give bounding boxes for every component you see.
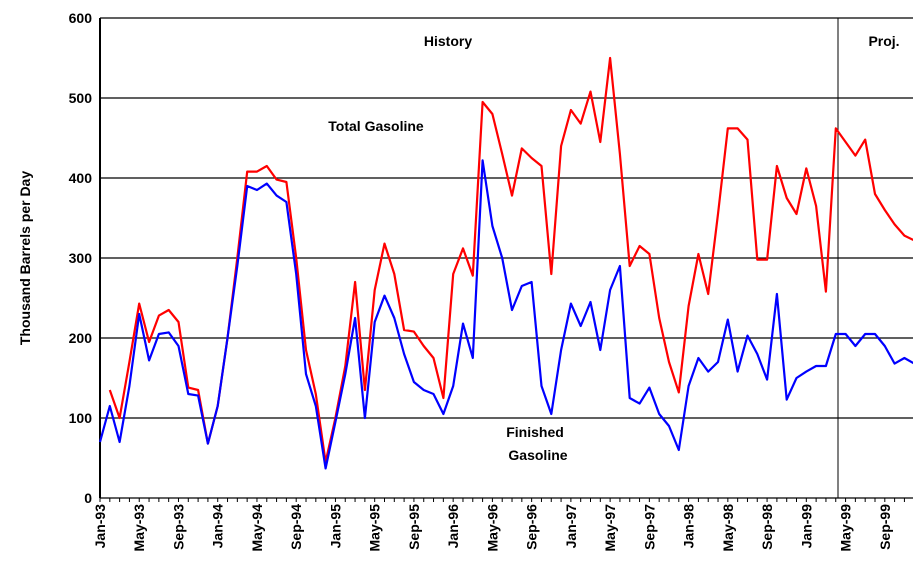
x-tick-label: Jan-99 (798, 504, 814, 549)
x-tick-label: May-98 (720, 504, 736, 552)
series-line (108, 56, 913, 464)
annotation: Proj. (868, 33, 899, 49)
x-tick-label: Sep-95 (406, 504, 422, 550)
annotation: Total Gasoline (328, 118, 424, 134)
x-tick-label: May-97 (602, 504, 618, 552)
x-tick-label: Sep-99 (877, 504, 893, 550)
y-tick-label: 400 (69, 170, 93, 186)
series-line (98, 159, 913, 470)
x-tick-label: Jan-96 (445, 504, 461, 549)
annotation: History (424, 33, 472, 49)
x-tick-label: Sep-93 (170, 504, 186, 550)
x-tick-label: Jan-94 (210, 504, 226, 549)
annotation: Finished (506, 424, 564, 440)
x-tick-label: May-95 (367, 504, 383, 552)
annotation: Gasoline (508, 447, 567, 463)
x-tick-label: May-93 (131, 504, 147, 552)
x-tick-label: Sep-97 (641, 504, 657, 550)
x-tick-label: Jan-97 (563, 504, 579, 549)
x-tick-label: May-94 (249, 504, 265, 552)
x-tick-label: Jan-93 (92, 504, 108, 549)
x-tick-label: Sep-98 (759, 504, 775, 550)
x-tick-label: Jan-98 (681, 504, 697, 549)
x-tick-label: Jan-95 (327, 504, 343, 549)
x-tick-label: May-99 (838, 504, 854, 552)
y-tick-label: 200 (69, 330, 93, 346)
y-tick-label: 0 (84, 490, 92, 506)
y-tick-label: 100 (69, 410, 93, 426)
x-tick-label: Sep-96 (524, 504, 540, 550)
y-tick-label: 300 (69, 250, 93, 266)
x-tick-label: Sep-94 (288, 504, 304, 550)
y-axis-label: Thousand Barrels per Day (17, 171, 33, 345)
y-tick-label: 500 (69, 90, 93, 106)
y-tick-label: 600 (69, 10, 93, 26)
x-tick-label: May-96 (484, 504, 500, 552)
